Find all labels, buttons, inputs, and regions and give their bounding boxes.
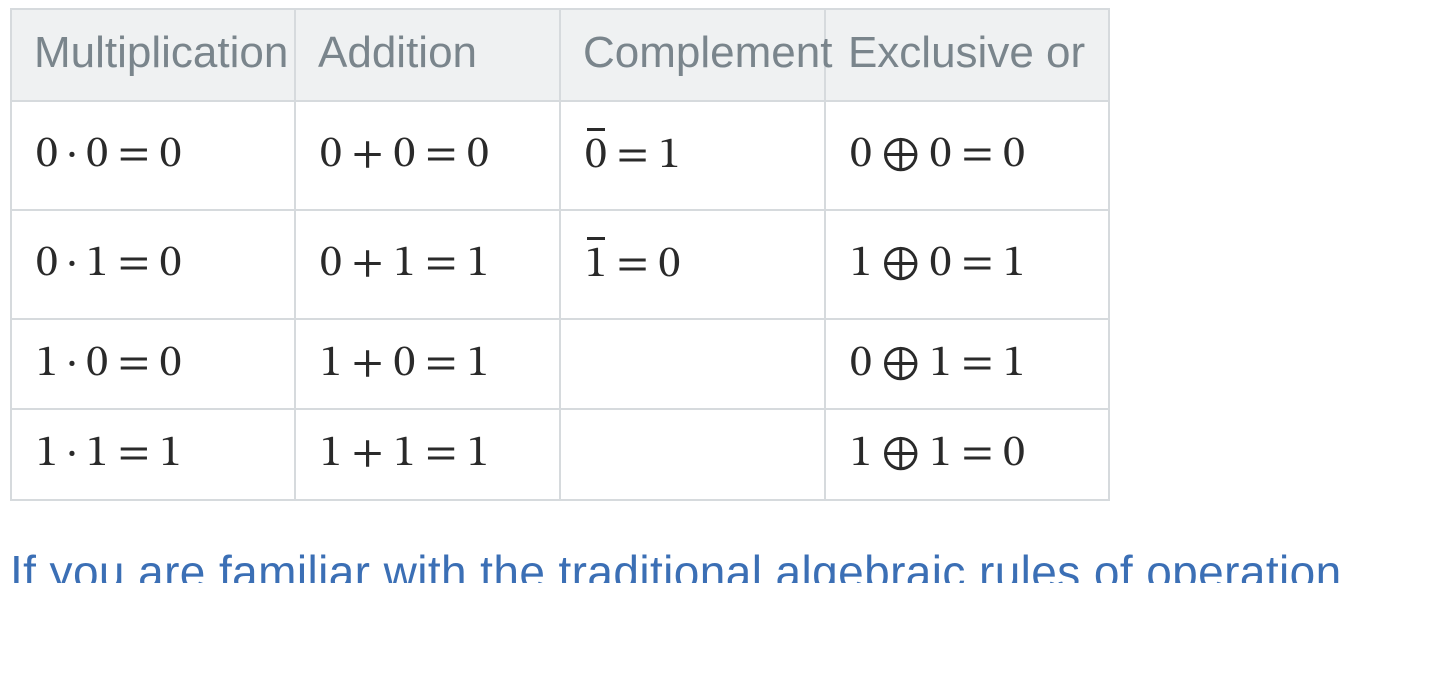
table-row: 1·1=1 1+1=1 1⊕1=0 [11,409,1109,500]
cell-addition: 1+1=1 [295,409,560,500]
cell-multiplication: 0·0=0 [11,101,295,210]
page: Multiplication Addition Complement Exclu… [0,0,1440,591]
table-header-row: Multiplication Addition Complement Exclu… [11,9,1109,101]
complement-overline: 0 [585,128,607,178]
cell-multiplication: 1·1=1 [11,409,295,500]
col-header-addition: Addition [295,9,560,101]
cell-addition: 0+0=0 [295,101,560,210]
cell-complement-empty [560,409,825,500]
cell-xor: 0⊕1=1 [825,319,1109,410]
col-header-multiplication: Multiplication [11,9,295,101]
cell-complement: 1=0 [560,210,825,319]
cell-xor: 1⊕0=1 [825,210,1109,319]
cutoff-next-paragraph: If you are familiar with the traditional… [10,545,1440,583]
complement-overline: 1 [585,237,607,287]
table-row: 1·0=0 1+0=1 0⊕1=1 [11,319,1109,410]
boolean-operations-table: Multiplication Addition Complement Exclu… [10,8,1110,501]
cell-complement-empty [560,319,825,410]
cell-multiplication: 1·0=0 [11,319,295,410]
col-header-xor: Exclusive or [825,9,1109,101]
cell-addition: 0+1=1 [295,210,560,319]
table-row: 0·1=0 0+1=1 1=0 1⊕0=1 [11,210,1109,319]
table-row: 0·0=0 0+0=0 0=1 0⊕0=0 [11,101,1109,210]
cell-complement: 0=1 [560,101,825,210]
col-header-complement: Complement [560,9,825,101]
cell-multiplication: 0·1=0 [11,210,295,319]
cell-xor: 0⊕0=0 [825,101,1109,210]
cell-xor: 1⊕1=0 [825,409,1109,500]
cell-addition: 1+0=1 [295,319,560,410]
